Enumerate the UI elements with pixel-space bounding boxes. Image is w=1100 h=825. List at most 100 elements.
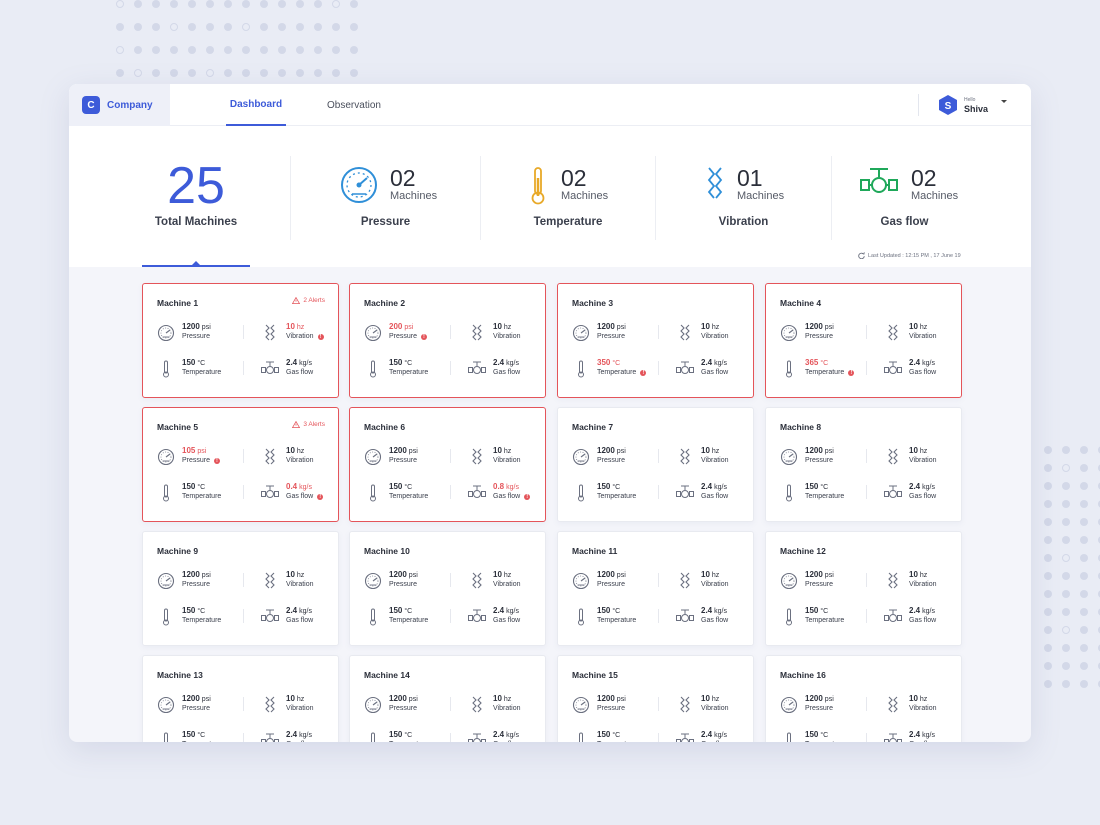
metric-value: 10 hz	[493, 570, 511, 579]
machine-card[interactable]: Machine 16 1200 psi Pressure 10 hz Vibration 15…	[765, 655, 962, 742]
metric-unit: psi	[408, 696, 418, 703]
metric-number: 10	[909, 570, 918, 579]
machine-card[interactable]: Machine 11 1200 psi Pressure 10 hz Vibration 15…	[557, 531, 754, 646]
metric-label: Temperature	[597, 493, 636, 500]
metric-value: 1200 psi	[389, 694, 418, 703]
metric-label: Gas flow	[909, 369, 936, 376]
chevron-down-icon[interactable]	[1001, 100, 1007, 103]
metric-number: 350	[597, 358, 611, 367]
metric-value: 350 °C	[597, 358, 620, 367]
gas-valve-icon	[676, 484, 694, 502]
metric-label: Vibration	[286, 457, 314, 464]
metric-value: 10 hz	[701, 694, 719, 703]
metric-unit: °C	[612, 484, 621, 491]
metric-label: Vibration	[493, 581, 521, 588]
machine-card[interactable]: Machine 6 1200 psi Pressure 10 hz Vibration 150…	[349, 407, 546, 522]
metric-value: 1200 psi	[805, 570, 834, 579]
refresh-icon[interactable]	[858, 252, 865, 259]
divider	[243, 609, 244, 623]
gauge-icon	[780, 696, 798, 714]
stat-pressure[interactable]: 02 Machines Pressure	[291, 126, 480, 267]
metric-number: 1200	[597, 322, 615, 331]
metric-number: 150	[182, 730, 196, 739]
gauge-icon	[364, 324, 382, 342]
metric-label: Gas flow	[701, 617, 728, 624]
thermometer-icon	[572, 608, 590, 626]
stat-vibration[interactable]: 01 Machines Vibration	[656, 126, 831, 267]
machine-card[interactable]: Machine 12 1200 psi Pressure 10 hz Vibration 15…	[765, 531, 962, 646]
machine-card[interactable]: Machine 3 1200 psi Pressure 10 hz Vibration 350…	[557, 283, 754, 398]
metric-unit: °C	[197, 732, 206, 739]
metric-label: Gas flow	[909, 741, 936, 742]
metric-label-text: Temperature	[597, 369, 637, 376]
user-menu[interactable]: S Hello Shiva	[939, 95, 1007, 115]
divider	[243, 485, 244, 499]
metric-label: Gas flow	[701, 369, 728, 376]
machine-card[interactable]: Machine 9 1200 psi Pressure 10 hz Vibration 150…	[142, 531, 339, 646]
metric-unit: °C	[612, 360, 621, 367]
machine-card[interactable]: Machine 10 1200 psi Pressure 10 hz Vibration 15…	[349, 531, 546, 646]
metric-label-text: Vibration	[286, 457, 314, 464]
stat-gas-flow[interactable]: 02 Machines Gas flow	[832, 126, 977, 267]
vibration-icon	[468, 324, 486, 342]
machine-card[interactable]: Machine 1 2 Alerts 1200 psi Pressure 10 hz Vibr…	[142, 283, 339, 398]
gas-valve-icon	[884, 732, 902, 742]
metric-label-text: Temperature	[597, 617, 637, 624]
metric-label: Gas flow	[701, 741, 728, 742]
machine-card[interactable]: Machine 15 1200 psi Pressure 10 hz Vibration 15…	[557, 655, 754, 742]
metric-number: 2.4	[493, 730, 505, 739]
metric-label: Gas flow	[909, 617, 936, 624]
metric-number: 10	[493, 694, 502, 703]
stat-total[interactable]: 25 Total Machines	[142, 126, 250, 267]
metric-number: 1200	[389, 446, 407, 455]
metric-label-text: Temperature	[389, 617, 429, 624]
metric-label: Pressure	[389, 705, 417, 712]
metric-label-text: Pressure	[805, 705, 834, 712]
metric-label-text: Gas flow	[909, 493, 937, 500]
machine-card[interactable]: Machine 7 1200 psi Pressure 10 hz Vibration 150…	[557, 407, 754, 522]
metric-label-text: Pressure	[389, 581, 418, 588]
metric-label: Vibration	[909, 333, 937, 340]
metric-value: 1200 psi	[597, 322, 626, 331]
metric-unit: kg/s	[922, 484, 935, 491]
tab-observation[interactable]: Observation	[327, 99, 381, 111]
machine-title: Machine 15	[572, 670, 618, 680]
vibration-icon	[676, 572, 694, 590]
gauge-icon	[780, 572, 798, 590]
thermometer-icon	[364, 608, 382, 626]
machine-title: Machine 4	[780, 298, 822, 308]
total-machines-count: 25	[167, 157, 225, 215]
alert-badge[interactable]: 2 Alerts	[292, 297, 325, 304]
metric-label-text: Vibration	[701, 457, 729, 464]
vibration-icon	[261, 448, 279, 466]
metric-label: Temperature	[805, 741, 844, 742]
metric-number: 0.4	[286, 482, 298, 491]
divider	[866, 609, 867, 623]
metric-unit: kg/s	[506, 732, 519, 739]
metric-unit: °C	[404, 484, 413, 491]
machine-card[interactable]: Machine 8 1200 psi Pressure 10 hz Vibration 150…	[765, 407, 962, 522]
tab-dashboard[interactable]: Dashboard	[226, 84, 286, 126]
machine-card[interactable]: Machine 14 1200 psi Pressure 10 hz Vibration 15…	[349, 655, 546, 742]
metric-label: Pressure	[805, 705, 833, 712]
machine-title: Machine 12	[780, 546, 826, 556]
stat-temperature[interactable]: 02 Machines Temperature	[481, 126, 655, 267]
machine-card[interactable]: Machine 5 3 Alerts 105 psi Pressure! 10 hz Vibr…	[142, 407, 339, 522]
metric-unit: kg/s	[922, 732, 935, 739]
machine-card[interactable]: Machine 2 200 psi Pressure! 10 hz Vibration 150…	[349, 283, 546, 398]
alert-badge[interactable]: 3 Alerts	[292, 421, 325, 428]
machine-card[interactable]: Machine 13 1200 psi Pressure 10 hz Vibration 15…	[142, 655, 339, 742]
metric-label-text: Temperature	[389, 369, 429, 376]
stat-label: Pressure	[360, 216, 411, 228]
metric-unit: hz	[296, 448, 305, 455]
metric-label-text: Vibration	[286, 333, 314, 340]
metric-unit: psi	[408, 572, 418, 579]
metric-label: Gas flow	[909, 493, 936, 500]
metric-value: 2.4 kg/s	[493, 606, 519, 615]
metric-label: Gas flow!	[493, 493, 531, 500]
metric-label: Temperature	[389, 369, 428, 376]
machine-card[interactable]: Machine 4 1200 psi Pressure 10 hz Vibration 365…	[765, 283, 962, 398]
brand[interactable]: C Company	[69, 84, 170, 126]
metric-label-text: Vibration	[286, 705, 314, 712]
metric-label-text: Pressure	[805, 581, 834, 588]
